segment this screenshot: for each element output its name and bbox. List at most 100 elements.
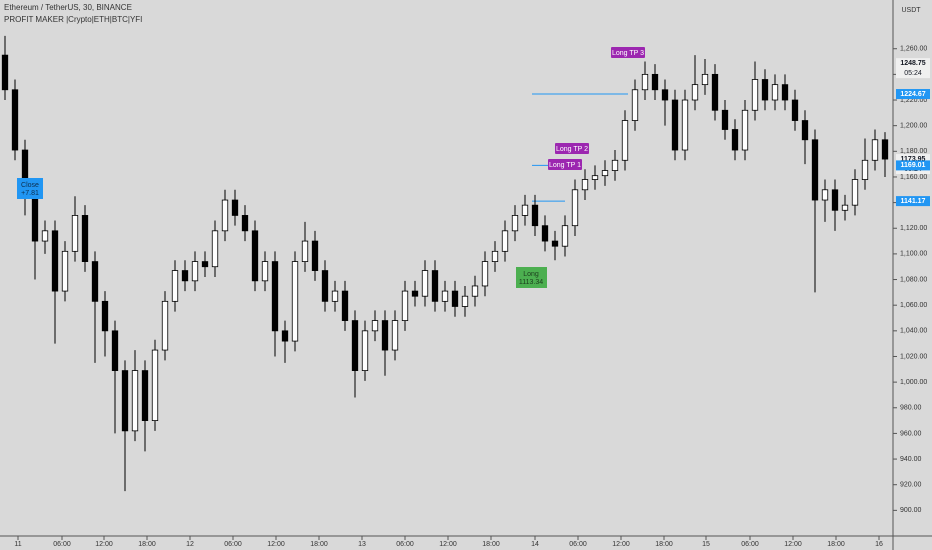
candle-body	[271, 261, 279, 332]
candle-body	[71, 215, 79, 252]
candle-body	[671, 99, 679, 151]
price-tag	[896, 196, 930, 207]
candle-body	[651, 73, 659, 91]
candle-body	[441, 290, 449, 302]
candle-body	[381, 320, 389, 351]
candle-body	[171, 270, 179, 302]
candle-body	[551, 240, 559, 247]
annotation-tp2: Long TP 2	[555, 143, 589, 154]
badge	[611, 47, 645, 58]
price-tag	[896, 160, 930, 171]
y-tick-label: 920.00	[900, 482, 922, 489]
x-tick-label: 12	[186, 541, 194, 548]
y-tick-label: 1,260.00	[900, 46, 927, 53]
y-tick-label: 1,040.00	[900, 328, 927, 335]
annotation-tp1: Long TP 1	[548, 159, 582, 170]
y-tick-label: 1,060.00	[900, 302, 927, 309]
candle-body	[781, 84, 789, 101]
candle-body	[601, 170, 609, 177]
badge-label: Long TP 1	[549, 162, 581, 169]
candle-body	[821, 189, 829, 201]
candle-body	[561, 225, 569, 247]
candle-body	[341, 290, 349, 321]
x-tick-label: 12:00	[95, 541, 113, 548]
indicator-name: PROFIT MAKER |Crypto|ETH|BTC|YFI	[4, 15, 142, 24]
candle-body	[181, 270, 189, 282]
price-tag-label: 1248.75	[900, 60, 925, 67]
candle-body	[141, 370, 149, 421]
badge-label: Long TP 2	[556, 146, 588, 153]
badge-label: Close	[21, 182, 39, 189]
chart-title: Ethereum / TetherUS, 30, BINANCE	[4, 3, 132, 12]
candle-body	[571, 189, 579, 227]
candle-body	[301, 240, 309, 262]
x-tick-label: 11	[14, 541, 21, 548]
y-tick-label: 1,180.00	[900, 148, 927, 155]
candle-body	[251, 230, 259, 282]
y-tick-label: 1,020.00	[900, 353, 927, 360]
candle-body	[111, 330, 119, 371]
candle-body	[1, 54, 9, 91]
price-tag-label: 1141.17	[901, 198, 926, 205]
candle-body	[861, 159, 869, 180]
candle-body	[611, 159, 619, 171]
x-tick-label: 18:00	[655, 541, 673, 548]
candle-body	[241, 215, 249, 232]
candle-body	[351, 320, 359, 371]
badge	[516, 267, 547, 288]
candle-body	[811, 139, 819, 201]
candle-body	[411, 290, 419, 297]
candle-body	[331, 290, 339, 302]
badge-label: Long TP 3	[612, 50, 644, 57]
candle-body	[91, 261, 99, 302]
candle-body	[211, 230, 219, 268]
candle-body	[871, 139, 879, 161]
candle-body	[201, 261, 209, 268]
x-tick-label: 15	[702, 541, 710, 548]
candle-body	[881, 139, 889, 160]
x-tick-label: 16	[875, 541, 883, 548]
x-tick-label: 06:00	[569, 541, 587, 548]
candle-body	[311, 240, 319, 271]
candle-body	[291, 261, 299, 342]
x-tick-label: 12:00	[784, 541, 802, 548]
candle-body	[531, 204, 539, 227]
candle-body	[371, 320, 379, 332]
candle-body	[51, 230, 59, 292]
badge-price: 1113.34	[519, 279, 543, 286]
price-tag-label: 1169.01	[901, 162, 926, 169]
candle-body	[751, 79, 759, 111]
badge	[555, 143, 589, 154]
candle-body	[541, 225, 549, 242]
y-tick-label: 1,200.00	[900, 123, 927, 130]
candle-body	[41, 230, 49, 242]
candle-body	[741, 109, 749, 151]
x-tick-label: 06:00	[224, 541, 242, 548]
x-tick-label: 06:00	[741, 541, 759, 548]
candle-body	[851, 179, 859, 206]
candle-body	[221, 199, 229, 232]
candle-body	[461, 295, 469, 307]
y-tick-label: 1,220.00	[900, 97, 927, 104]
badge-label: Long	[523, 271, 539, 278]
y-tick-label: 1,080.00	[900, 276, 927, 283]
candle-body	[721, 109, 729, 130]
candle-body	[681, 99, 689, 151]
candle-body	[701, 73, 709, 86]
candle-body	[231, 199, 239, 216]
annotation-close: Close +7.81	[17, 178, 43, 199]
candle-body	[121, 370, 129, 432]
countdown: 05:24	[904, 70, 922, 77]
candle-body	[831, 189, 839, 211]
x-tick-label: 13	[358, 541, 366, 548]
x-tick-label: 18:00	[310, 541, 328, 548]
candle-body	[131, 370, 139, 432]
candle-body	[641, 73, 649, 91]
candle-body	[581, 179, 589, 191]
y-tick-label: 960.00	[900, 430, 922, 437]
candle-body	[281, 330, 289, 342]
candle-body	[191, 261, 199, 282]
marks: 900.00 920.00 940.00 960.00 980.00 1,000.00 1,…	[1, 35, 930, 548]
y-tick-label: 1,100.00	[900, 251, 927, 258]
